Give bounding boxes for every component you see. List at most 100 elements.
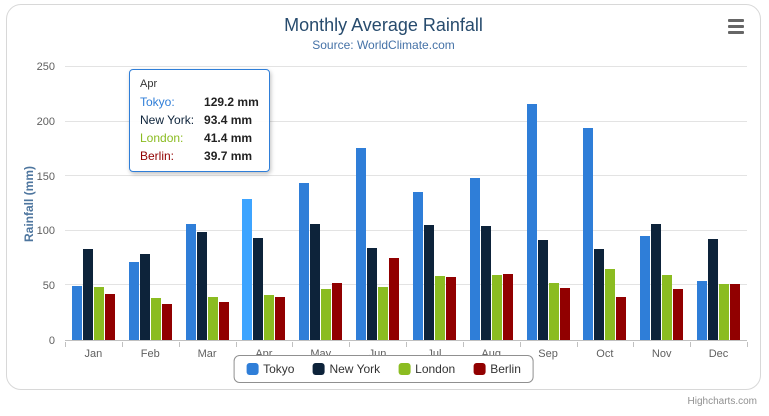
legend-item-berlin[interactable]: Berlin — [473, 362, 521, 376]
bar-london-sep[interactable] — [548, 282, 559, 340]
bar-group-apr — [235, 67, 292, 340]
gridline — [65, 66, 747, 67]
bar-tokyo-mar[interactable] — [185, 223, 196, 340]
bar-tokyo-feb[interactable] — [128, 261, 139, 340]
bar-berlin-apr[interactable] — [275, 296, 286, 340]
tooltip-series-value: 129.2 mm — [204, 95, 259, 109]
bar-berlin-dec[interactable] — [730, 284, 741, 340]
bar-group-jan — [65, 67, 122, 340]
bar-london-mar[interactable] — [207, 297, 218, 340]
x-axis-label-oct: Oct — [596, 348, 614, 360]
tooltip-series-name: Tokyo: — [140, 95, 175, 109]
bar-tokyo-aug[interactable] — [469, 177, 480, 340]
tooltip-series-name: Berlin: — [140, 149, 175, 163]
bar-berlin-mar[interactable] — [218, 302, 229, 340]
legend-item-new-york[interactable]: New York — [312, 362, 380, 376]
tooltip-header: Apr — [140, 78, 158, 90]
bar-group-may — [292, 67, 349, 340]
chart-container: Monthly Average Rainfall Source: WorldCl… — [6, 4, 761, 390]
bar-group-mar — [179, 67, 236, 340]
legend: Tokyo New York London Berlin — [233, 355, 534, 383]
bar-london-may[interactable] — [321, 288, 332, 340]
bar-tokyo-jun[interactable] — [356, 147, 367, 340]
legend-item-london[interactable]: London — [398, 362, 455, 376]
bar-berlin-nov[interactable] — [673, 288, 684, 340]
bar-tokyo-apr[interactable] — [242, 198, 253, 340]
credits-link[interactable]: Highcharts.com — [687, 396, 757, 407]
bar-london-aug[interactable] — [491, 274, 502, 340]
bar-new-york-jun[interactable] — [367, 247, 378, 340]
bar-tokyo-may[interactable] — [299, 182, 310, 340]
hamburger-icon — [728, 24, 744, 28]
bar-new-york-mar[interactable] — [196, 232, 207, 340]
x-axis-tick — [65, 342, 66, 347]
bar-tokyo-jul[interactable] — [412, 191, 423, 340]
x-axis-label-sep: Sep — [538, 348, 558, 360]
x-axis-label-dec: Dec — [708, 348, 729, 360]
export-menu-button[interactable] — [724, 15, 748, 37]
gridline — [65, 284, 747, 286]
tooltip-series-name: New York: — [140, 113, 195, 127]
bar-london-apr[interactable] — [264, 294, 275, 340]
hamburger-icon — [728, 30, 744, 34]
bar-berlin-oct[interactable] — [616, 297, 627, 340]
bar-tokyo-nov[interactable] — [640, 235, 651, 340]
bar-tokyo-oct[interactable] — [583, 128, 594, 340]
bar-berlin-may[interactable] — [332, 282, 343, 340]
bar-group-jun — [349, 67, 406, 340]
bar-new-york-dec[interactable] — [708, 239, 719, 340]
bar-tokyo-dec[interactable] — [697, 280, 708, 340]
bar-group-oct — [576, 67, 633, 340]
y-axis-label: 100 — [36, 225, 55, 238]
y-axis-label: 0 — [48, 335, 55, 347]
bar-new-york-may[interactable] — [310, 224, 321, 340]
bar-new-york-jul[interactable] — [423, 225, 434, 340]
bar-london-jun[interactable] — [378, 287, 389, 340]
bar-tokyo-sep[interactable] — [526, 103, 537, 340]
x-axis-tick — [633, 342, 635, 347]
bar-new-york-apr[interactable] — [253, 238, 264, 340]
bar-new-york-feb[interactable] — [139, 253, 150, 340]
bar-new-york-jan[interactable] — [82, 248, 93, 340]
chart-subtitle: Source: WorldClimate.com — [312, 38, 455, 52]
legend-symbol-berlin — [473, 363, 486, 375]
x-axis-tick — [576, 342, 578, 347]
x-axis-ticks — [65, 341, 748, 347]
bar-new-york-oct[interactable] — [594, 248, 605, 340]
bar-london-oct[interactable] — [605, 268, 616, 340]
bar-berlin-jun[interactable] — [389, 257, 400, 340]
y-axis-label: 250 — [36, 61, 55, 73]
plot-area: Apr Tokyo: 129.2 mm New York: 93.4 mm London… — [65, 66, 747, 341]
tooltip-series-name: London: — [140, 131, 184, 145]
bar-berlin-sep[interactable] — [559, 288, 570, 340]
bar-new-york-aug[interactable] — [480, 226, 491, 340]
bar-berlin-jul[interactable] — [445, 277, 456, 340]
y-axis-label: 150 — [36, 170, 55, 183]
x-axis-tick — [747, 342, 748, 347]
x-axis-tick — [349, 342, 351, 347]
y-axis-label: 50 — [42, 280, 55, 293]
legend-label: London — [415, 362, 456, 376]
x-axis-label-nov: Nov — [651, 348, 672, 360]
bar-new-york-sep[interactable] — [537, 240, 548, 340]
bar-berlin-jan[interactable] — [104, 293, 115, 340]
bar-london-nov[interactable] — [662, 275, 673, 340]
gridline — [65, 175, 747, 177]
x-axis-label-jan: Jan — [84, 348, 103, 360]
bar-tokyo-jan[interactable] — [71, 285, 82, 340]
bar-london-feb[interactable] — [150, 297, 161, 340]
bar-group-nov — [633, 67, 690, 340]
bar-berlin-aug[interactable] — [502, 274, 513, 340]
tooltip-series-value: 39.7 mm — [204, 149, 253, 163]
legend-item-tokyo[interactable]: Tokyo — [246, 362, 294, 376]
bar-new-york-nov[interactable] — [651, 223, 662, 340]
gridline — [65, 229, 747, 231]
bar-london-jan[interactable] — [93, 286, 104, 340]
hamburger-icon — [728, 18, 744, 22]
tooltip-rows: Tokyo: 129.2 mm New York: 93.4 mm London: 41.… — [140, 95, 259, 163]
bar-london-jul[interactable] — [434, 275, 445, 340]
x-axis-label-mar: Mar — [197, 348, 217, 360]
bar-berlin-feb[interactable] — [161, 303, 172, 340]
bar-london-dec[interactable] — [719, 284, 730, 340]
bar-group-dec — [690, 67, 747, 340]
